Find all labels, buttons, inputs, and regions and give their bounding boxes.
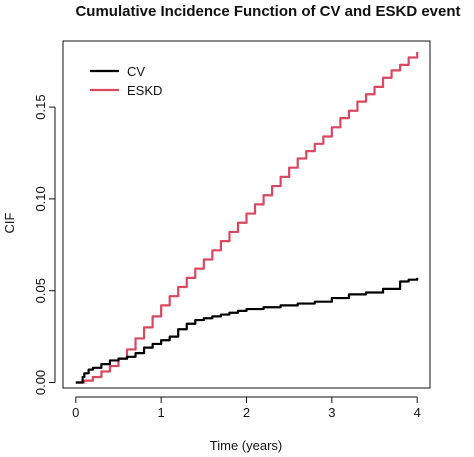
x-tick-label: 3: [328, 405, 335, 420]
x-tick-label: 4: [414, 405, 421, 420]
x-tick-label: 2: [243, 405, 250, 420]
x-axis: 0 1 2 3 4: [72, 396, 421, 420]
plot-frame: [62, 40, 431, 389]
y-tick-label: 0.05: [33, 278, 48, 303]
y-tick-label: 0.10: [33, 186, 48, 211]
x-axis-label: Time (years): [210, 438, 282, 453]
x-tick-label: 0: [72, 405, 79, 420]
chart-title: Cumulative Incidence Function of CV and …: [75, 3, 460, 20]
y-tick-label: 0.00: [33, 370, 48, 395]
x-tick-label: 1: [158, 405, 165, 420]
legend: CV ESKD: [90, 64, 162, 98]
legend-label-eskd: ESKD: [127, 83, 162, 98]
y-axis: 0.00 0.05 0.10 0.15: [33, 94, 56, 395]
series-line-cv: [75, 277, 419, 384]
y-axis-label: CIF: [2, 212, 17, 233]
legend-label-cv: CV: [127, 64, 145, 79]
y-tick-label: 0.15: [33, 94, 48, 119]
series-layer: [75, 52, 419, 384]
series-line-eskd: [75, 52, 419, 384]
